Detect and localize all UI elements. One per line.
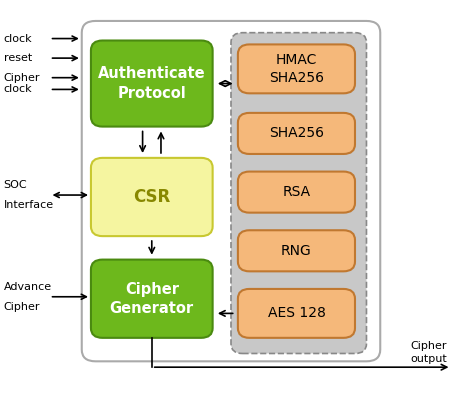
- FancyBboxPatch shape: [238, 230, 355, 271]
- Text: output: output: [410, 354, 447, 364]
- Text: Cipher: Cipher: [410, 341, 447, 351]
- FancyBboxPatch shape: [238, 45, 355, 93]
- Text: CSR: CSR: [133, 188, 170, 206]
- FancyBboxPatch shape: [238, 289, 355, 338]
- Text: reset: reset: [4, 53, 32, 63]
- Text: Interface: Interface: [4, 200, 54, 210]
- Text: AES 128: AES 128: [267, 307, 325, 320]
- FancyBboxPatch shape: [91, 158, 213, 236]
- FancyBboxPatch shape: [238, 113, 355, 154]
- FancyBboxPatch shape: [238, 171, 355, 213]
- Text: Advance: Advance: [4, 282, 52, 292]
- Text: RSA: RSA: [282, 185, 310, 199]
- FancyBboxPatch shape: [91, 260, 213, 338]
- Text: Cipher: Cipher: [4, 301, 40, 312]
- Text: SHA256: SHA256: [269, 126, 324, 140]
- Text: HMAC
SHA256: HMAC SHA256: [269, 53, 324, 85]
- Text: Authenticate
Protocol: Authenticate Protocol: [98, 67, 206, 100]
- Text: clock: clock: [4, 33, 32, 44]
- Text: Cipher
Generator: Cipher Generator: [109, 282, 194, 316]
- Text: Cipher: Cipher: [4, 72, 40, 83]
- Text: RNG: RNG: [281, 244, 312, 258]
- FancyBboxPatch shape: [82, 21, 380, 361]
- FancyBboxPatch shape: [91, 41, 213, 126]
- FancyBboxPatch shape: [231, 33, 366, 353]
- Text: SOC: SOC: [4, 180, 27, 190]
- Text: clock: clock: [4, 84, 32, 95]
